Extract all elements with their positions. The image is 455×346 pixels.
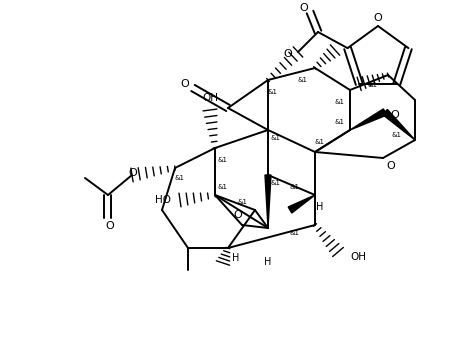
- Text: &1: &1: [270, 135, 280, 141]
- Text: &1: &1: [334, 99, 344, 105]
- Text: O: O: [299, 3, 308, 13]
- Polygon shape: [349, 109, 386, 130]
- Text: HO: HO: [155, 195, 171, 205]
- Text: O: O: [386, 161, 394, 171]
- Text: &1: &1: [289, 230, 299, 236]
- Text: &1: &1: [268, 89, 278, 95]
- Text: &1: &1: [270, 180, 280, 186]
- Text: O: O: [106, 221, 114, 231]
- Text: &1: &1: [217, 184, 228, 190]
- Text: O: O: [390, 110, 399, 120]
- Text: &1: &1: [289, 184, 299, 190]
- Text: &1: &1: [217, 157, 228, 163]
- Polygon shape: [288, 195, 314, 213]
- Text: &1: &1: [175, 175, 185, 181]
- Text: &1: &1: [367, 82, 377, 88]
- Polygon shape: [382, 109, 414, 140]
- Text: &1: &1: [314, 139, 324, 145]
- Text: O: O: [283, 49, 292, 59]
- Text: &1: &1: [391, 132, 401, 138]
- Text: O: O: [233, 210, 242, 220]
- Text: H: H: [264, 257, 271, 267]
- Text: O: O: [128, 168, 136, 178]
- Polygon shape: [264, 175, 270, 228]
- Text: &1: &1: [238, 199, 248, 205]
- Text: &1: &1: [334, 119, 344, 125]
- Text: H: H: [316, 202, 323, 212]
- Text: O: O: [180, 79, 189, 89]
- Text: O: O: [373, 13, 382, 23]
- Text: H: H: [232, 253, 239, 263]
- Text: &1: &1: [298, 77, 307, 83]
- Text: OH: OH: [202, 93, 217, 103]
- Text: OH: OH: [349, 252, 365, 262]
